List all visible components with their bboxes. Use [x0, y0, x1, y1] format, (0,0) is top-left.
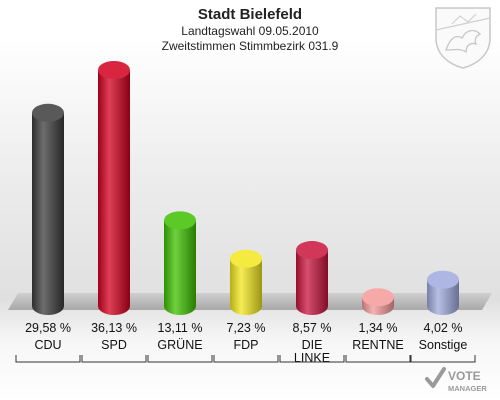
value-label-0: 29,58 % [25, 321, 71, 335]
category-bracket-1 [81, 355, 147, 363]
category-bracket-5 [345, 355, 411, 363]
value-label-1: 36,13 % [91, 321, 137, 335]
category-bracket-2 [147, 355, 213, 363]
bar-top-5 [362, 288, 394, 307]
category-label-4: DIE LINKE [294, 338, 330, 365]
bar-top-2 [164, 211, 196, 230]
bar-4 [296, 250, 328, 315]
category-label-2: GRÜNE [157, 338, 202, 352]
bar-6 [427, 279, 459, 315]
bar-2 [164, 220, 196, 315]
category-label-1: SPD [101, 338, 127, 352]
value-label-6: 4,02 % [424, 321, 463, 335]
bar-top-0 [32, 103, 64, 122]
category-bracket-6 [410, 355, 476, 363]
value-label-2: 13,11 % [158, 321, 203, 335]
checkmark-icon [425, 367, 446, 388]
coat-of-arms-icon [435, 7, 491, 69]
bar-1 [98, 70, 130, 315]
brand-line1: VOTE [448, 369, 481, 383]
bar-3 [230, 258, 262, 315]
category-bracket-4 [279, 355, 345, 363]
chart-title: Stadt Bielefeld [197, 6, 303, 23]
category-bracket-0 [15, 355, 81, 363]
category-label-3: FDP [234, 338, 259, 352]
value-label-5: 1,34 % [359, 321, 398, 335]
chart-subtitle-election: Landtagswahl 09.05.2010 [181, 24, 319, 38]
value-label-4: 8,57 % [293, 321, 332, 335]
value-label-3: 7,23 % [227, 321, 266, 335]
bar-top-6 [427, 270, 459, 289]
bar-top-1 [98, 61, 130, 79]
chart-subtitle-district: Zweitstimmen Stimmbezirk 031.9 [161, 39, 339, 53]
bar-0 [32, 112, 64, 315]
vote-manager-logo: VOTE MANAGER [425, 367, 487, 393]
category-bracket-3 [213, 355, 279, 363]
category-label-0: CDU [34, 338, 61, 352]
category-label-6: Sonstige [419, 338, 468, 352]
category-label-5: RENTNE [352, 338, 403, 352]
bar-top-3 [230, 249, 262, 268]
bar-top-4 [296, 241, 328, 260]
brand-line2: MANAGER [448, 384, 487, 393]
